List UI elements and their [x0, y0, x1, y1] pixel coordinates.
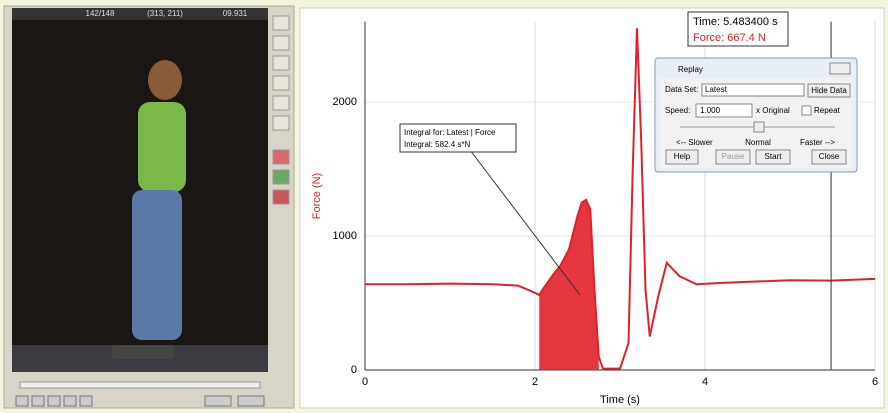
y-axis-label: Force (N) — [311, 173, 323, 219]
cursor-force: Force: 667.4 N — [693, 32, 766, 44]
play-button[interactable] — [15, 395, 29, 407]
slower: <-- Slower — [676, 138, 713, 147]
y-tick-label: 1000 — [333, 230, 357, 242]
stop-button[interactable] — [31, 395, 45, 407]
replay-dialog: Replay Data Set: Latest Hide Data Speed:… — [654, 57, 858, 173]
integral-value: Integral: 582.4 s*N — [404, 140, 470, 149]
x-tick-label: 6 — [872, 376, 878, 388]
repeat: Repeat — [814, 106, 841, 115]
integral-box — [399, 123, 517, 153]
tool-a[interactable] — [272, 149, 290, 165]
x-tick-label: 2 — [532, 376, 538, 388]
step-control[interactable] — [204, 395, 232, 407]
dialog-title: Replay — [678, 65, 703, 74]
tool-origin[interactable] — [272, 55, 290, 71]
hide-data-button[interactable] — [807, 83, 851, 98]
video-info-bar — [12, 8, 268, 20]
y-tick-label: 0 — [351, 364, 357, 376]
tool-measure[interactable] — [272, 95, 290, 111]
speed-thumb[interactable] — [753, 121, 765, 133]
tool-select[interactable] — [272, 15, 290, 31]
dialog-close-x[interactable] — [829, 62, 851, 75]
data-set: Latest — [705, 85, 728, 94]
tool-scale[interactable] — [272, 75, 290, 91]
person — [112, 60, 186, 359]
speed-label: Speed: — [665, 106, 690, 115]
normal: Normal — [745, 138, 771, 147]
help: Help — [674, 152, 691, 161]
video-time: 09.931 — [223, 9, 248, 18]
integral-area — [539, 199, 599, 370]
tool-photo[interactable] — [272, 115, 290, 131]
speed: 1.000 — [700, 106, 721, 115]
force-line — [365, 28, 876, 370]
cursor-time: Time: 5.483400 s — [693, 16, 778, 28]
data-set-select[interactable] — [701, 83, 805, 97]
tool-point[interactable] — [272, 35, 290, 51]
pause: Pause — [722, 152, 745, 161]
x-tick-label: 0 — [362, 376, 368, 388]
faster: Faster --> — [800, 138, 835, 147]
options-control[interactable] — [237, 395, 265, 407]
back-button[interactable] — [63, 395, 77, 407]
x-tick-label: 4 — [702, 376, 708, 388]
close-button[interactable] — [811, 149, 847, 165]
data-set-label: Data Set: — [665, 85, 698, 94]
start-button[interactable] — [755, 149, 791, 165]
x-axis-label: Time (s) — [600, 394, 640, 406]
video-scrubber[interactable] — [19, 381, 261, 389]
frame: 142/148 — [86, 9, 115, 18]
coords: (313, 211) — [147, 9, 183, 18]
y-tick-label: 2000 — [333, 96, 357, 108]
speed-input[interactable] — [695, 103, 753, 118]
start: Start — [765, 152, 783, 161]
integral-title: Integral for: Latest | Force — [404, 128, 496, 137]
start-button[interactable] — [47, 395, 61, 407]
pause-button[interactable] — [715, 149, 751, 165]
repeat-checkbox[interactable] — [801, 105, 812, 116]
cursor-box — [687, 11, 789, 47]
tool-c[interactable] — [272, 189, 290, 205]
hide-data: Hide Data — [811, 86, 847, 95]
forward-button[interactable] — [79, 395, 93, 407]
tool-b[interactable] — [272, 169, 290, 185]
close: Close — [819, 152, 840, 161]
speed-unit: x Original — [756, 106, 790, 115]
integral-leader — [469, 149, 581, 296]
help-button[interactable] — [665, 149, 699, 165]
